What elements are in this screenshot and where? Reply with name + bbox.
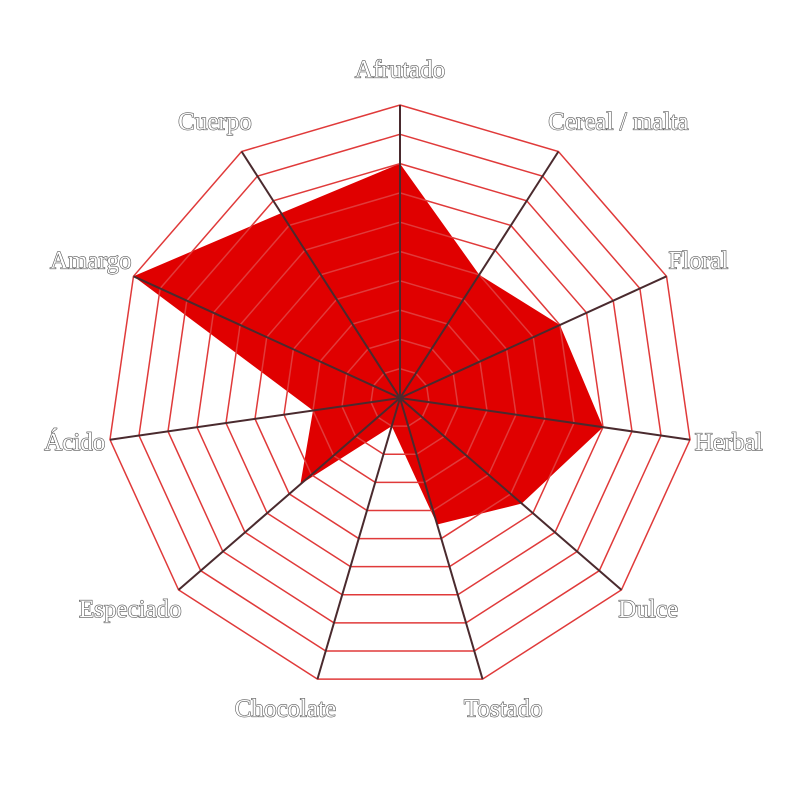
spoke: [133, 275, 401, 399]
grid-ring: [196, 192, 604, 596]
axis-label: Floral: [669, 247, 729, 274]
grid-ring: [283, 280, 517, 512]
grid-ring: [109, 104, 691, 680]
spoke: [399, 397, 691, 441]
spoke: [177, 397, 401, 591]
axis-label: Ácido: [44, 428, 105, 456]
axis-label: Dulce: [618, 596, 678, 623]
axis-label: Chocolate: [235, 696, 336, 723]
axis-label: Cuerpo: [178, 108, 252, 135]
axis-label: Herbal: [695, 429, 763, 456]
axis-label: Amargo: [50, 247, 131, 274]
axis-label: Especiado: [79, 596, 182, 623]
spoke: [399, 397, 623, 591]
spoke: [399, 150, 560, 399]
grid-ring: [254, 250, 546, 540]
grid-ring: [225, 221, 575, 568]
grid-ring: [341, 338, 459, 455]
spoke: [399, 275, 667, 399]
spoke: [109, 397, 401, 441]
axis-label: Cereal / malta: [548, 108, 688, 135]
grid-ring: [167, 162, 633, 624]
spoke: [316, 397, 401, 680]
axis-label: Tostado: [464, 696, 543, 723]
grid-ring: [138, 133, 662, 652]
data-area: [133, 163, 604, 525]
axis-label: Afrutado: [355, 57, 445, 84]
spoke: [240, 150, 401, 399]
spoke: [399, 397, 484, 680]
grid-ring: [312, 309, 488, 484]
grid-ring: [370, 367, 430, 427]
